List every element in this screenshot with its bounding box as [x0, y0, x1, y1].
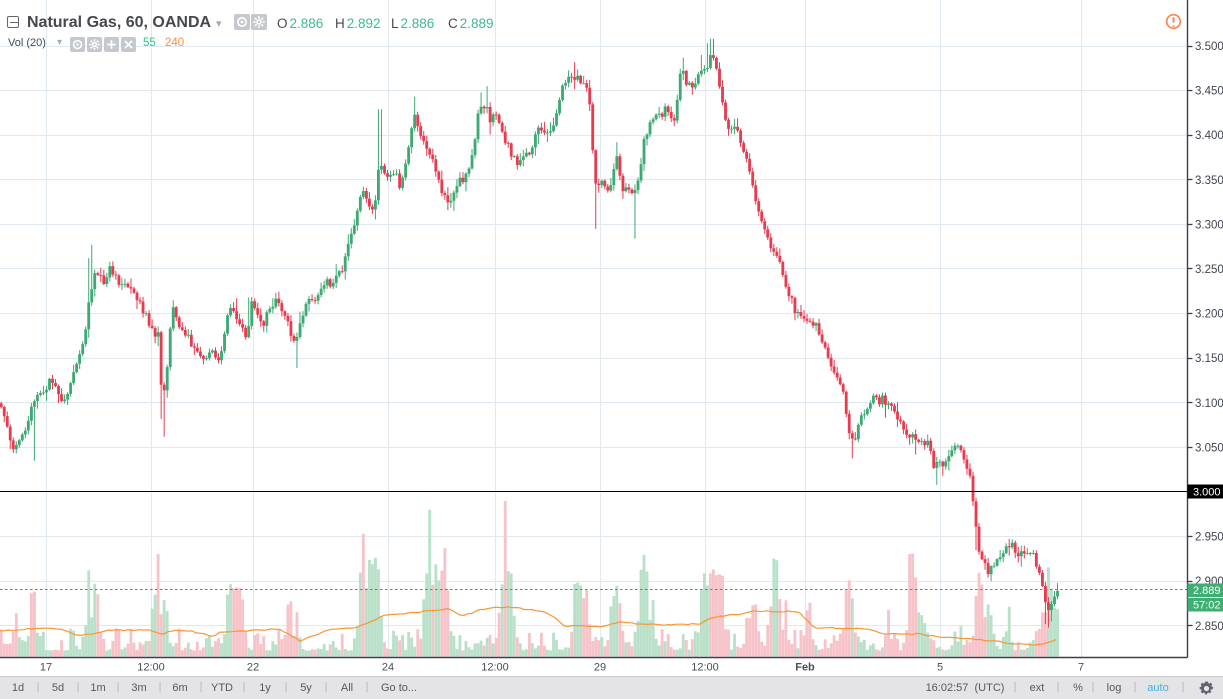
- svg-text:3.250: 3.250: [1195, 264, 1223, 276]
- svg-text:3.450: 3.450: [1195, 86, 1223, 98]
- svg-text:12:00: 12:00: [137, 662, 165, 674]
- svg-text:3.400: 3.400: [1195, 130, 1223, 142]
- svg-text:3.500: 3.500: [1195, 41, 1223, 53]
- svg-text:5: 5: [937, 662, 943, 674]
- svg-text:57:02: 57:02: [1193, 600, 1221, 612]
- svg-text:3.200: 3.200: [1195, 309, 1223, 321]
- svg-text:2.889: 2.889: [1193, 585, 1221, 597]
- svg-text:3.000: 3.000: [1193, 486, 1221, 498]
- svg-text:12:00: 12:00: [691, 662, 719, 674]
- svg-text:2.850: 2.850: [1195, 621, 1223, 633]
- svg-text:29: 29: [594, 662, 606, 674]
- svg-text:7: 7: [1078, 662, 1084, 674]
- svg-text:12:00: 12:00: [481, 662, 509, 674]
- svg-text:3.350: 3.350: [1195, 175, 1223, 187]
- svg-text:17: 17: [40, 662, 52, 674]
- svg-text:Feb: Feb: [795, 662, 815, 674]
- svg-text:3.100: 3.100: [1195, 398, 1223, 410]
- svg-text:2.950: 2.950: [1195, 532, 1223, 544]
- svg-text:22: 22: [247, 662, 259, 674]
- svg-text:3.300: 3.300: [1195, 219, 1223, 231]
- svg-text:3.150: 3.150: [1195, 353, 1223, 365]
- svg-text:24: 24: [382, 662, 394, 674]
- svg-text:3.050: 3.050: [1195, 442, 1223, 454]
